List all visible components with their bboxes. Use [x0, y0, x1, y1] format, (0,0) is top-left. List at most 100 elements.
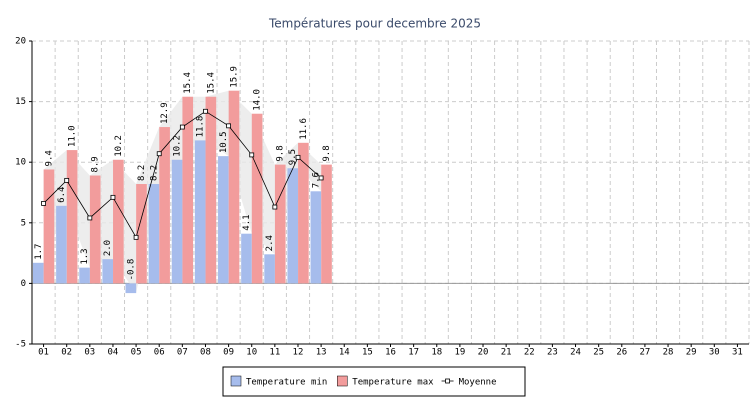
x-tick-label: 05 — [131, 348, 142, 358]
x-tick-label: 22 — [524, 348, 535, 358]
data-label: 15.4 — [206, 72, 216, 94]
legend-label: Moyenne — [459, 378, 497, 388]
x-tick-label: 08 — [200, 348, 211, 358]
x-tick-label: 31 — [732, 348, 743, 358]
data-label: 10.5 — [219, 131, 229, 153]
legend-label: Temperature max — [352, 378, 434, 388]
bar — [148, 184, 160, 284]
line-marker — [249, 152, 255, 158]
y-tick-label: 20 — [15, 37, 26, 47]
x-tick-label: 07 — [177, 348, 188, 358]
x-tick-label: 26 — [616, 348, 627, 358]
line-marker — [87, 215, 93, 221]
x-tick-label: 30 — [709, 348, 720, 358]
bar — [251, 113, 263, 284]
x-tick-label: 01 — [38, 348, 49, 358]
y-tick-label: 15 — [15, 97, 26, 107]
x-tick-label: 02 — [61, 348, 72, 358]
legend-label: Temperature min — [246, 378, 327, 388]
data-label: 11.8 — [196, 116, 206, 138]
x-tick-label: 25 — [593, 348, 604, 358]
bar — [43, 169, 55, 284]
line-marker — [226, 123, 231, 129]
bar — [113, 159, 124, 284]
data-label: 1.3 — [80, 248, 90, 264]
data-label: 15.4 — [183, 72, 193, 94]
bar — [159, 127, 170, 284]
bar — [205, 96, 217, 284]
x-tick-label: 09 — [223, 348, 234, 358]
data-label: 12.9 — [160, 102, 170, 124]
bar — [298, 142, 309, 284]
x-tick-label: 11 — [269, 348, 280, 358]
data-label: 14.0 — [253, 89, 263, 111]
x-tick-label: 06 — [154, 348, 165, 358]
x-tick-label: 19 — [454, 348, 465, 358]
data-label: 9.4 — [44, 150, 54, 166]
line-marker — [295, 154, 301, 160]
data-label: 10.2 — [114, 135, 124, 157]
x-tick-label: 15 — [362, 348, 373, 358]
x-tick-label: 12 — [293, 348, 304, 358]
data-label: -0.8 — [126, 259, 136, 281]
bar — [194, 140, 206, 284]
range-area — [43, 90, 322, 294]
x-tick-label: 28 — [663, 348, 674, 358]
line-marker — [156, 151, 162, 157]
chart-title: Températures pour decembre 2025 — [268, 17, 481, 31]
bar — [79, 267, 90, 284]
data-label: 8.9 — [91, 156, 101, 172]
x-tick-label: 17 — [408, 348, 419, 358]
x-tick-label: 24 — [570, 348, 581, 358]
bar — [125, 283, 137, 294]
line-marker — [110, 194, 116, 200]
line-marker — [41, 201, 46, 206]
line-marker — [64, 177, 70, 183]
data-label: 8.2 — [137, 165, 147, 181]
y-tick-label: 5 — [21, 218, 26, 228]
x-tick-label: 20 — [478, 348, 489, 358]
bar — [228, 90, 240, 284]
bar — [274, 164, 286, 284]
data-label: 6.4 — [57, 187, 67, 203]
data-label: 7.6 — [311, 172, 321, 188]
x-tick-label: 27 — [639, 348, 650, 358]
bar — [171, 159, 183, 284]
bar — [241, 233, 252, 284]
bar — [56, 205, 67, 284]
bar — [33, 262, 44, 284]
x-tick-label: 14 — [339, 348, 350, 358]
legend-swatch — [445, 378, 450, 384]
x-tick-label: 16 — [385, 348, 396, 358]
x-tick-label: 18 — [431, 348, 442, 358]
line-marker — [318, 175, 324, 181]
x-tick-label: 13 — [316, 348, 327, 358]
bar — [182, 96, 194, 284]
line-marker — [272, 204, 278, 210]
x-tick-label: 10 — [246, 348, 257, 358]
data-label: 10.2 — [173, 135, 183, 157]
y-tick-label: 10 — [15, 158, 26, 168]
bar — [136, 184, 147, 284]
legend: Temperature min Temperature max Moyenne — [222, 366, 526, 397]
bar — [264, 254, 275, 284]
x-tick-label: 29 — [686, 348, 697, 358]
x-tick-label: 21 — [501, 348, 512, 358]
data-label: 8.2 — [149, 165, 159, 181]
data-label: 2.4 — [265, 235, 275, 251]
y-tick-label: -5 — [15, 340, 26, 350]
bar — [89, 175, 101, 284]
data-label: 1.7 — [34, 244, 44, 260]
line-marker — [203, 108, 208, 114]
legend-box — [222, 366, 526, 397]
legend-swatch — [230, 375, 242, 387]
legend-swatch — [337, 375, 348, 387]
data-label: 11.6 — [299, 118, 309, 140]
data-label: 4.1 — [242, 214, 252, 230]
data-label: 9.8 — [322, 145, 332, 161]
data-label: 9.8 — [276, 145, 286, 161]
x-tick-label: 23 — [547, 348, 558, 358]
bar — [102, 259, 114, 284]
